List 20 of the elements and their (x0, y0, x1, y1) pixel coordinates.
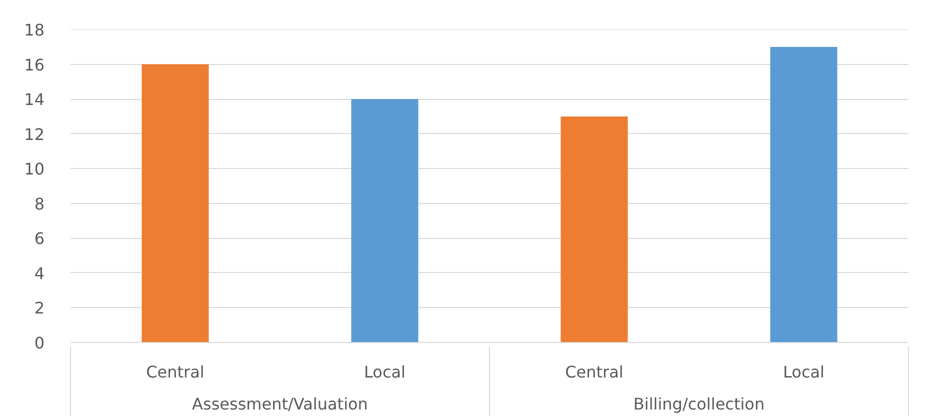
text: Assessment/Valuation (192, 394, 368, 414)
y-tick-label: 6 (34, 229, 45, 248)
bar (142, 64, 209, 342)
y-tick-label: 12 (24, 124, 44, 144)
y-tick-label: 2 (34, 298, 45, 318)
x-tick-label: Local (783, 362, 824, 382)
bar (560, 116, 628, 342)
y-tick-label: 14 (24, 90, 44, 110)
x-tick-label: Local (364, 362, 406, 382)
bar (770, 46, 838, 342)
y-tick-label: 4 (34, 264, 45, 283)
x-tick-label: Central (565, 362, 624, 382)
y-tick-label: 18 (24, 20, 44, 40)
text: Billing/collection (633, 394, 765, 414)
y-tick-label: 16 (24, 55, 44, 74)
x-tick-label: Central (146, 362, 204, 382)
y-tick-label: 10 (24, 160, 44, 179)
bar (351, 99, 418, 342)
y-tick-label: 0 (34, 334, 45, 352)
y-tick-label: 8 (34, 194, 45, 214)
